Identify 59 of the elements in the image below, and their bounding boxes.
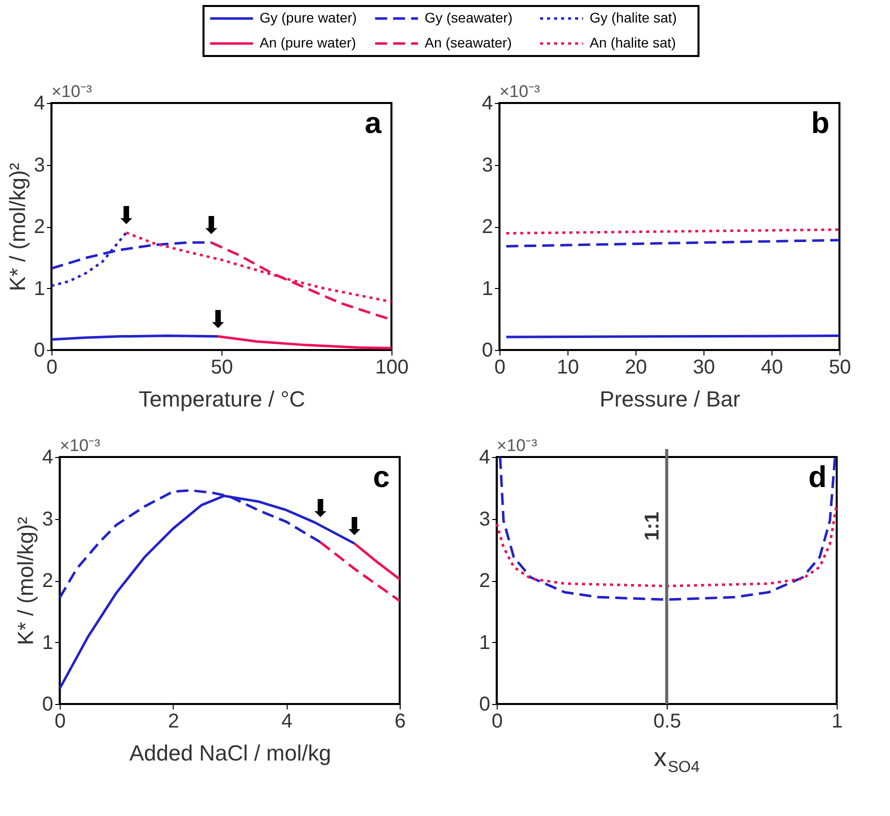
y-axis-title: K* / (mol/kg)² (13, 516, 38, 646)
x-tick-label: 50 (828, 356, 852, 378)
legend-label: Gy (seawater) (424, 10, 513, 26)
text: ×10⁻³ (51, 82, 92, 101)
y-tick-label: 0 (479, 694, 490, 716)
legend-label: An (halite sat) (590, 34, 676, 50)
line-series (498, 456, 836, 601)
y-tick-label: 3 (34, 154, 45, 176)
text: ×10⁻³ (496, 436, 538, 455)
y-tick-label: 1 (479, 632, 490, 654)
legend-label: An (seawater) (424, 34, 512, 50)
ref-line-label: 1:1 (642, 512, 664, 541)
annotation: ⬇ (116, 202, 136, 230)
y-tick-label: 1 (42, 632, 54, 654)
x-axis-title: Added NaCl / mol/kg (129, 740, 332, 766)
x-axis-title: Temperature / °C (138, 386, 306, 412)
annotation: ⬇ (201, 212, 222, 240)
x-tick-label: 6 (394, 710, 406, 732)
x-axis-title: Pressure / Bar (600, 386, 740, 412)
x-tick-label: 1 (832, 710, 843, 732)
y-tick-label: 2 (479, 570, 490, 592)
legend-label: Gy (halite sat) (590, 10, 677, 26)
y-tick-label: 1 (482, 278, 493, 300)
y-tick-label: 4 (34, 92, 45, 114)
text: ×10⁻³ (60, 436, 101, 455)
legend-label: An (pure water) (260, 34, 356, 50)
line-series (216, 335, 393, 350)
y-tick-label: 4 (479, 446, 490, 468)
y-tick-label: 2 (42, 570, 54, 592)
annotation: ⬇ (208, 305, 228, 334)
y-tick-label: 0 (34, 340, 45, 362)
y-tick-label: 0 (42, 694, 54, 716)
y-tick-label: 3 (479, 508, 490, 530)
y-tick-label: 0 (482, 340, 493, 362)
x-tick-label: 40 (760, 356, 784, 378)
x-tick-label: 4 (281, 710, 292, 732)
annotation: ⬇ (310, 494, 330, 523)
x-tick-label: 10 (556, 356, 580, 378)
y-tick-label: 2 (482, 216, 493, 238)
annotation: c (373, 461, 390, 494)
y-tick-label: 4 (42, 446, 54, 468)
annotation: ⬇ (344, 512, 364, 540)
y-tick-label: 3 (482, 154, 493, 176)
annotation: d (808, 461, 827, 494)
x-tick-label: 30 (692, 356, 716, 378)
x-tick-label: 100 (375, 356, 409, 378)
legend-label: Gy (pure water) (260, 10, 357, 26)
x-tick-label: 20 (624, 356, 648, 378)
x-tick-label: 50 (210, 356, 234, 378)
x-tick-label: 2 (168, 710, 180, 732)
y-tick-label: 2 (34, 216, 45, 238)
y-tick-label: 3 (42, 508, 54, 530)
text: ×10⁻³ (499, 82, 540, 101)
y-axis-title: K* / (mol/kg)² (4, 162, 30, 292)
annotation: b (811, 107, 830, 140)
y-tick-label: 1 (34, 278, 45, 300)
y-tick-label: 4 (482, 92, 493, 114)
x-tick-label: 0.5 (653, 710, 682, 732)
annotation: a (364, 107, 382, 140)
